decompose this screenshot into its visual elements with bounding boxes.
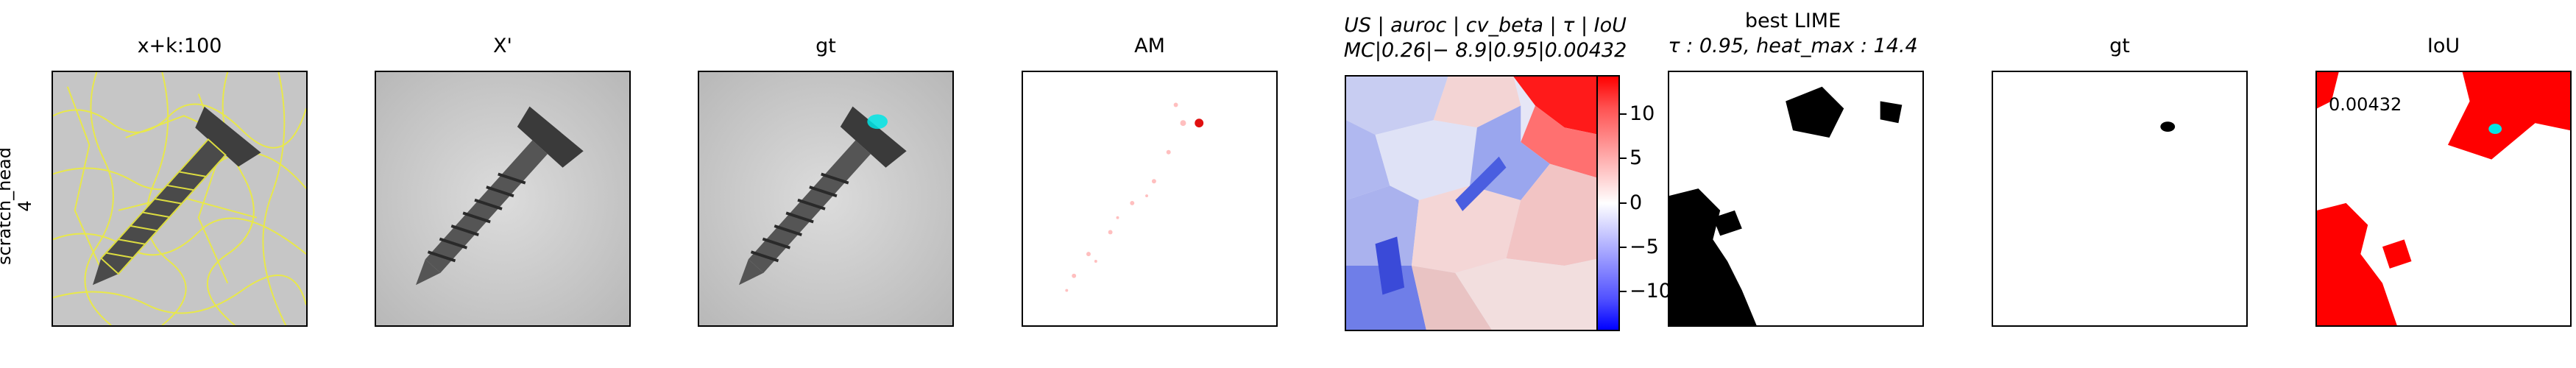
gt-mask-image bbox=[1993, 72, 2246, 325]
colorbar-tick-label: 0 bbox=[1630, 191, 1643, 214]
panel-8-title: IoU bbox=[2427, 35, 2460, 57]
panel-1-title: x+k:100 bbox=[137, 35, 222, 57]
colorbar-tick-minus10 bbox=[1620, 291, 1627, 292]
panel-6-title-line1: best LIME bbox=[1744, 10, 1841, 32]
colorbar-tick-label: 10 bbox=[1630, 102, 1655, 125]
anomaly-map-image bbox=[1023, 72, 1276, 325]
screw-image bbox=[376, 72, 629, 325]
panel-anomaly-map bbox=[1022, 71, 1278, 327]
superpixel-image bbox=[53, 72, 306, 325]
panel-5-title-line1: US | auroc | cv_beta | τ | IoU bbox=[1344, 14, 1627, 37]
panel-iou bbox=[2315, 71, 2572, 327]
iou-image bbox=[2317, 72, 2570, 325]
panel-5-title-line2: MC|0.26|− 8.9|0.95|0.00432 bbox=[1343, 38, 1627, 62]
row-label-line1: scratch_head bbox=[0, 147, 15, 266]
colorbar-tick-0 bbox=[1620, 202, 1627, 204]
colorbar-tick-5 bbox=[1620, 158, 1627, 159]
panel-6-title-line2: τ : 0.95, heat_max : 14.4 bbox=[1668, 34, 1918, 57]
panel-6-title: best LIME τ : 0.95, heat_max : 14.4 bbox=[1638, 9, 1947, 59]
panel-2-title: X' bbox=[493, 35, 512, 57]
colorbar-tick-label: −5 bbox=[1630, 236, 1659, 258]
colorbar-tick-label: −10 bbox=[1630, 280, 1671, 302]
colorbar-tick-10 bbox=[1620, 113, 1627, 115]
panel-gt-overlay bbox=[698, 71, 954, 327]
screw-gt-image bbox=[699, 72, 952, 325]
anomaly-hotspot bbox=[1195, 118, 1204, 128]
panel-superpixel-overlay bbox=[52, 71, 308, 327]
colorbar-tick-label: 5 bbox=[1630, 146, 1643, 169]
lime-mask-image bbox=[1669, 72, 1922, 325]
gt-defect-mark bbox=[867, 114, 888, 130]
row-label-line2: 4 bbox=[15, 200, 35, 212]
panel-input-image bbox=[375, 71, 631, 327]
colorbar bbox=[1596, 75, 1620, 331]
panel-gt-mask bbox=[1992, 71, 2248, 327]
panel-4-title: AM bbox=[1134, 35, 1165, 57]
panel-lime-mask bbox=[1668, 71, 1924, 327]
panel-5-title: US | auroc | cv_beta | τ | IoU MC|0.26|−… bbox=[1294, 13, 1677, 63]
colorbar-tick-minus5 bbox=[1620, 247, 1627, 248]
panel-3-title: gt bbox=[815, 35, 836, 57]
panel-7-title: gt bbox=[2109, 35, 2130, 57]
row-label: scratch_head 4 bbox=[0, 132, 35, 280]
iou-value-annotation: 0.00432 bbox=[2329, 94, 2402, 115]
panel-heatmap bbox=[1345, 75, 1601, 331]
heatmap-image bbox=[1346, 77, 1599, 330]
